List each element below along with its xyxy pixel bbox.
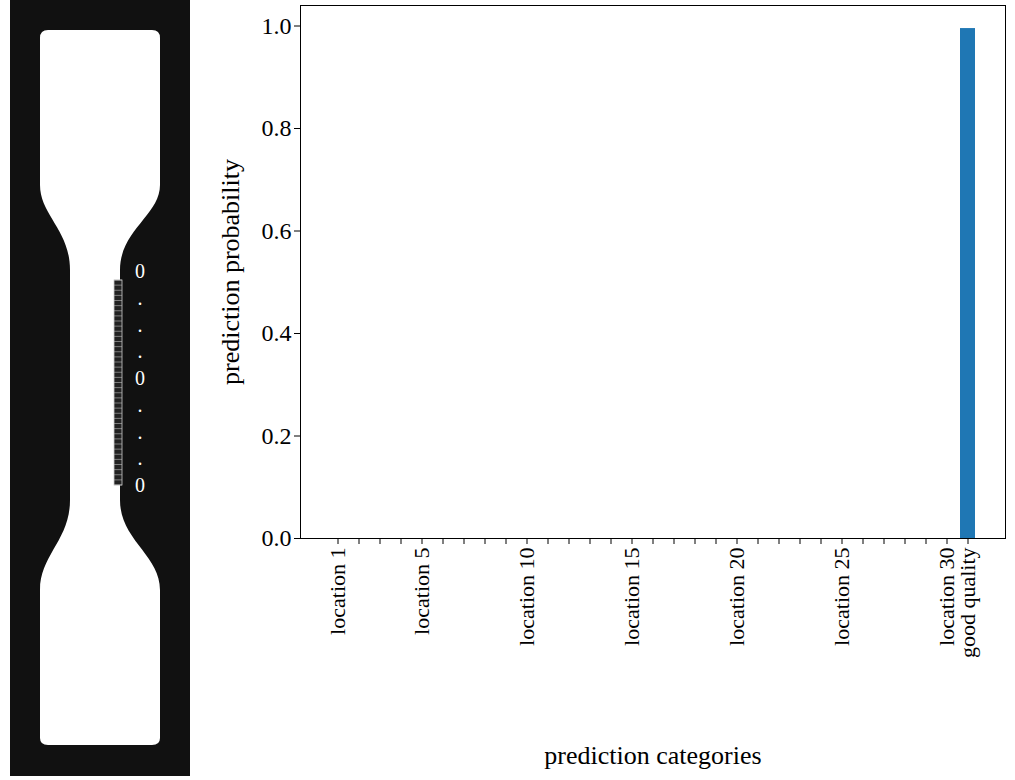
svg-text:.: . — [138, 287, 143, 309]
svg-text:0.8: 0.8 — [262, 115, 292, 141]
svg-text:location 10: location 10 — [514, 548, 539, 646]
svg-text:.: . — [138, 340, 143, 362]
svg-text:.: . — [138, 314, 143, 336]
svg-text:prediction categories: prediction categories — [544, 741, 761, 770]
svg-text:.: . — [138, 421, 143, 443]
svg-text:.: . — [138, 447, 143, 469]
svg-text:good quality: good quality — [955, 548, 980, 659]
svg-text:location 15: location 15 — [619, 548, 644, 646]
svg-text:0.0: 0.0 — [262, 525, 292, 551]
svg-text:location 30: location 30 — [934, 547, 959, 646]
svg-text:0: 0 — [135, 474, 145, 496]
svg-text:.: . — [138, 394, 143, 416]
svg-text:0.6: 0.6 — [262, 218, 292, 244]
svg-text:location 1: location 1 — [325, 548, 350, 635]
svg-text:location 20: location 20 — [724, 548, 749, 646]
svg-text:location 25: location 25 — [829, 548, 854, 646]
svg-text:1.0: 1.0 — [262, 13, 292, 39]
svg-text:location 5: location 5 — [409, 548, 434, 635]
svg-text:0: 0 — [135, 260, 145, 282]
svg-text:0.2: 0.2 — [262, 423, 292, 449]
svg-text:prediction probability: prediction probability — [216, 159, 245, 385]
svg-text:0.4: 0.4 — [262, 320, 292, 346]
svg-text:0: 0 — [135, 367, 145, 389]
